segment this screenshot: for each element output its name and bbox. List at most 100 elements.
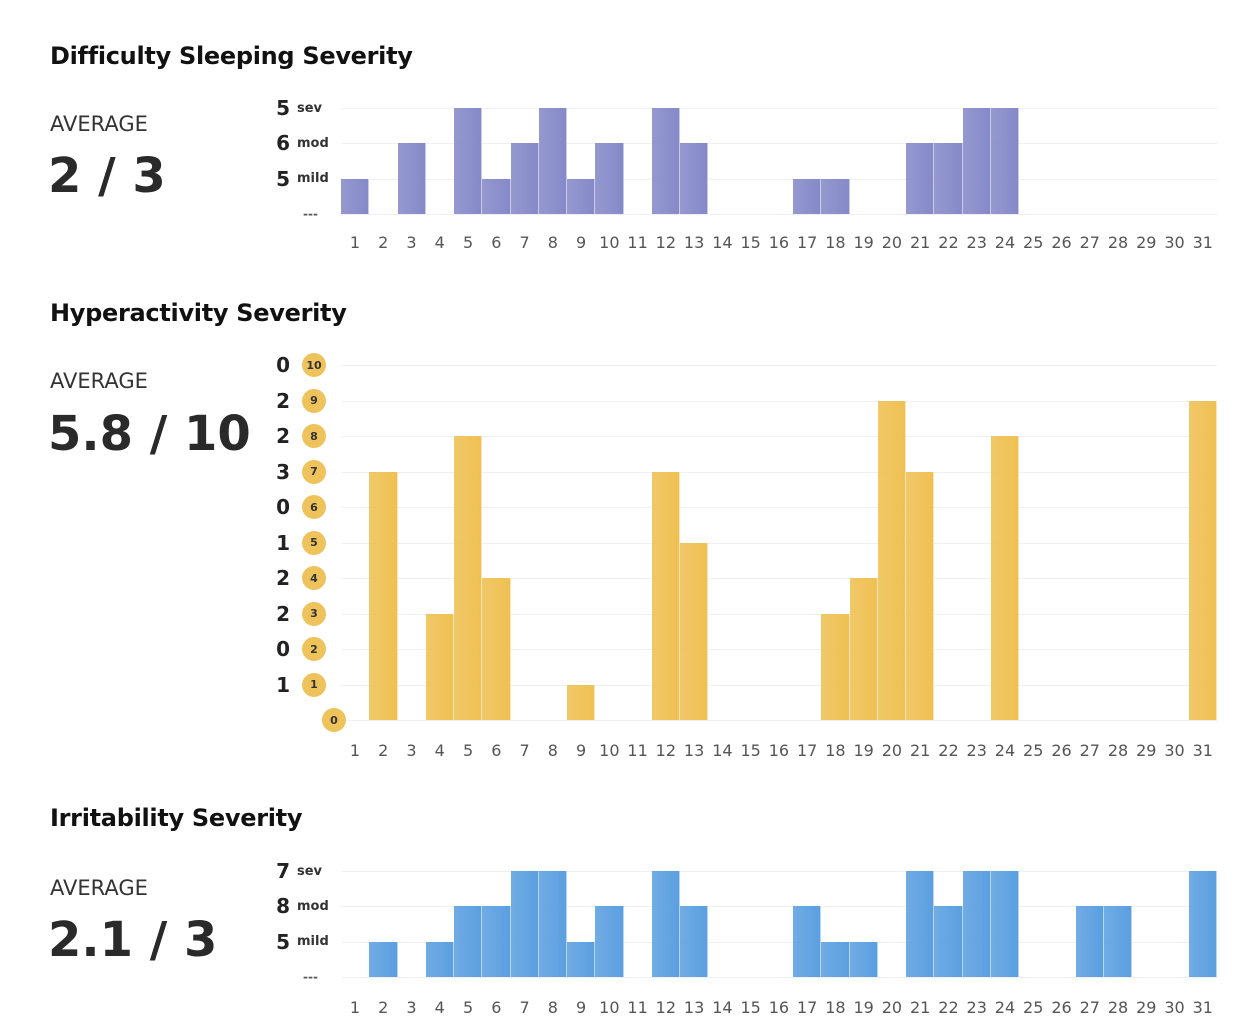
x-tick-label: 12 bbox=[655, 233, 677, 252]
x-tick-label: 1 bbox=[349, 233, 361, 252]
x-tick-label: 23 bbox=[966, 741, 987, 760]
x-tick-label: 10 bbox=[599, 998, 620, 1017]
x-tick-label: 28 bbox=[1107, 998, 1129, 1017]
gridline bbox=[341, 941, 1217, 943]
x-tick-label: 24 bbox=[994, 741, 1016, 760]
x-tick-label: 19 bbox=[853, 233, 874, 252]
x-tick-label: 7 bbox=[519, 233, 530, 252]
x-tick-label: 17 bbox=[796, 741, 818, 760]
bar-day-23 bbox=[962, 108, 991, 214]
x-tick-label: 5 bbox=[462, 233, 474, 252]
x-tick-label: 5 bbox=[462, 741, 474, 760]
bar-day-9 bbox=[567, 178, 596, 214]
y-level-label: --- bbox=[270, 965, 318, 989]
level-label: 1 bbox=[302, 672, 326, 697]
x-tick-label: 2 bbox=[378, 233, 389, 252]
x-tick-label: 1 bbox=[349, 998, 361, 1017]
gridline bbox=[341, 613, 1217, 615]
y-level-label: 5 sev bbox=[270, 96, 322, 120]
x-tick-label: 14 bbox=[712, 741, 733, 760]
x-tick-label: 5 bbox=[462, 998, 474, 1017]
gridline bbox=[341, 108, 1217, 109]
bar-day-6 bbox=[482, 178, 511, 214]
x-tick-label: 26 bbox=[1051, 741, 1072, 760]
x-tick-label: 13 bbox=[683, 233, 705, 252]
y-level-label: 8 mod bbox=[270, 894, 329, 918]
bar-day-18 bbox=[821, 178, 850, 214]
level-label: sev bbox=[297, 100, 323, 116]
x-tick-label: 12 bbox=[655, 741, 677, 760]
chart-title: Irritability Severity bbox=[50, 804, 303, 832]
gridline bbox=[341, 649, 1217, 650]
bar-day-18 bbox=[821, 613, 850, 720]
x-tick-label: 4 bbox=[434, 998, 445, 1017]
x-tick-label: 25 bbox=[1023, 741, 1044, 760]
bar-day-7 bbox=[510, 143, 539, 214]
x-tick-label: 31 bbox=[1192, 233, 1213, 252]
bar-day-5 bbox=[454, 906, 483, 977]
baseline-label: --- bbox=[303, 207, 318, 221]
y-level-label: 0 bbox=[270, 708, 346, 732]
bar-day-17 bbox=[793, 906, 822, 977]
baseline-label: --- bbox=[303, 970, 318, 984]
x-tick-label: 3 bbox=[406, 998, 417, 1017]
x-tick-label: 20 bbox=[881, 998, 903, 1017]
x-tick-label: 27 bbox=[1079, 741, 1100, 760]
y-level-label: 7 sev bbox=[270, 859, 322, 883]
x-tick-label: 15 bbox=[740, 233, 761, 252]
x-tick-label: 11 bbox=[627, 998, 648, 1017]
x-tick-label: 8 bbox=[547, 741, 558, 760]
x-tick-label: 22 bbox=[938, 233, 959, 252]
x-tick-label: 6 bbox=[491, 741, 502, 760]
x-tick-label: 22 bbox=[938, 998, 959, 1017]
bar-day-19 bbox=[849, 578, 878, 720]
x-tick-label: 27 bbox=[1079, 998, 1100, 1017]
x-tick-label: 26 bbox=[1051, 998, 1072, 1017]
bar-day-31 bbox=[1188, 871, 1218, 977]
x-tick-label: 1 bbox=[349, 741, 361, 760]
average-value: 2 / 3 bbox=[48, 148, 166, 204]
x-tick-label: 11 bbox=[627, 233, 648, 252]
x-tick-label: 16 bbox=[768, 741, 790, 760]
x-tick-label: 15 bbox=[740, 741, 761, 760]
x-tick-label: 8 bbox=[547, 233, 558, 252]
bar-day-3 bbox=[397, 143, 426, 214]
x-tick-label: 12 bbox=[655, 998, 677, 1017]
bar-day-6 bbox=[482, 578, 511, 720]
bar-day-22 bbox=[934, 906, 963, 977]
bar-day-9 bbox=[567, 684, 596, 720]
x-tick-label: 6 bbox=[491, 233, 502, 252]
x-tick-label: 15 bbox=[740, 998, 761, 1017]
level-count: 5 bbox=[276, 929, 290, 954]
level-label: 8 bbox=[302, 424, 326, 448]
level-count: 0 bbox=[276, 637, 290, 661]
average-label: AVERAGE bbox=[50, 369, 148, 393]
x-tick-label: 4 bbox=[434, 741, 445, 760]
level-label: 2 bbox=[302, 637, 326, 661]
level-count: 2 bbox=[276, 566, 290, 590]
x-tick-label: 9 bbox=[575, 998, 587, 1017]
x-tick-label: 16 bbox=[768, 233, 790, 252]
x-tick-label: 2 bbox=[378, 998, 389, 1017]
bar-day-23 bbox=[962, 871, 991, 977]
x-tick-label: 29 bbox=[1136, 998, 1157, 1017]
gridline bbox=[341, 542, 1217, 544]
bar-day-10 bbox=[595, 906, 624, 977]
average-label: AVERAGE bbox=[50, 112, 148, 136]
bar-day-21 bbox=[906, 143, 935, 214]
level-count: 1 bbox=[276, 672, 290, 697]
bar-day-12 bbox=[651, 108, 681, 214]
x-tick-label: 18 bbox=[825, 741, 846, 760]
x-tick-label: 25 bbox=[1023, 233, 1044, 252]
x-tick-label: 20 bbox=[881, 741, 903, 760]
bar-day-2 bbox=[369, 471, 398, 720]
bar-day-24 bbox=[990, 871, 1020, 977]
y-level-label: 5 mild bbox=[270, 930, 329, 954]
level-label: mild bbox=[297, 171, 329, 187]
gridline bbox=[341, 436, 1217, 437]
bar-day-20 bbox=[877, 400, 907, 720]
